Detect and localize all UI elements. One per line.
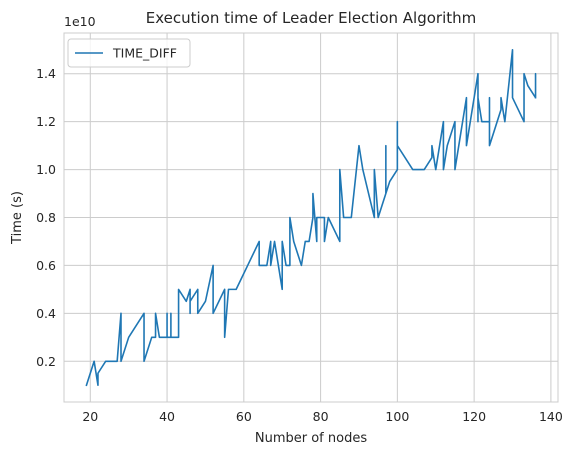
chart-title: Execution time of Leader Election Algori…	[146, 9, 477, 27]
legend-box	[67, 38, 191, 68]
plot-frame	[63, 32, 559, 403]
x-tick-label-20: 20	[82, 409, 98, 424]
y-tick-label-0.2: 0.2	[36, 354, 56, 369]
y-tick-label-1.0: 1.0	[36, 162, 56, 177]
y-tick-label-0.6: 0.6	[36, 258, 56, 273]
series-layer	[85, 48, 537, 387]
legend: TIME_DIFF	[67, 38, 191, 68]
x-tick-label-80: 80	[313, 409, 329, 424]
y-offset-text: 1e10	[64, 14, 96, 29]
legend-entry-time-diff: TIME_DIFF	[112, 46, 177, 61]
x-tick-label-140: 140	[539, 409, 563, 424]
x-tick-label-60: 60	[236, 409, 252, 424]
x-tick-label-100: 100	[385, 409, 409, 424]
y-tick-labels: 0.2 0.4 0.6 0.8 1.0 1.2 1.4	[36, 66, 56, 369]
y-tick-label-1.2: 1.2	[36, 114, 56, 129]
y-axis-label: Time (s)	[10, 191, 25, 245]
x-axis-label: Number of nodes	[255, 431, 367, 446]
x-tick-label-40: 40	[159, 409, 175, 424]
y-tick-label-1.4: 1.4	[36, 66, 56, 81]
x-tick-labels: 20 40 60 80 100 120 140	[82, 409, 563, 424]
y-tick-label-0.4: 0.4	[36, 306, 56, 321]
y-tick-label-0.8: 0.8	[36, 210, 56, 225]
x-tick-label-120: 120	[462, 409, 486, 424]
